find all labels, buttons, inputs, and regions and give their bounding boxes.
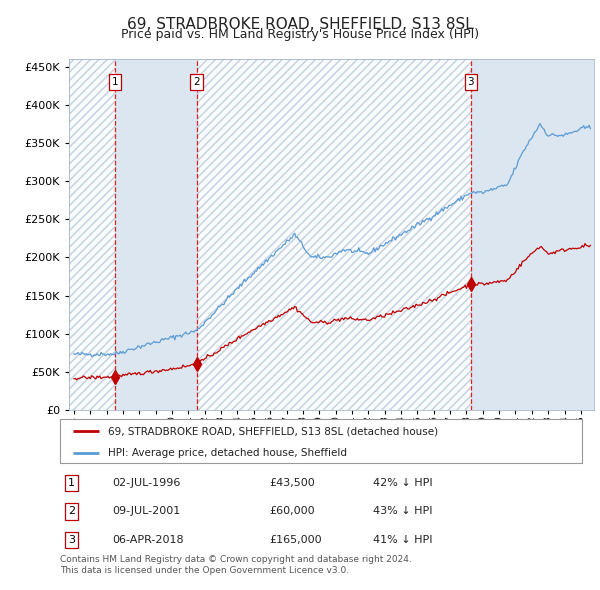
Text: HPI: Average price, detached house, Sheffield: HPI: Average price, detached house, Shef… <box>108 448 347 458</box>
Text: £165,000: £165,000 <box>269 535 322 545</box>
Text: Price paid vs. HM Land Registry's House Price Index (HPI): Price paid vs. HM Land Registry's House … <box>121 28 479 41</box>
Text: 2: 2 <box>193 77 200 87</box>
Text: 3: 3 <box>467 77 474 87</box>
Text: 1: 1 <box>68 478 75 488</box>
Text: Contains HM Land Registry data © Crown copyright and database right 2024.
This d: Contains HM Land Registry data © Crown c… <box>60 555 412 575</box>
Text: 1: 1 <box>112 77 118 87</box>
Text: 09-JUL-2001: 09-JUL-2001 <box>112 506 181 516</box>
Text: 02-JUL-1996: 02-JUL-1996 <box>112 478 181 488</box>
Text: 69, STRADBROKE ROAD, SHEFFIELD, S13 8SL: 69, STRADBROKE ROAD, SHEFFIELD, S13 8SL <box>127 17 473 31</box>
Text: £43,500: £43,500 <box>269 478 314 488</box>
Text: 3: 3 <box>68 535 75 545</box>
Text: 2: 2 <box>68 506 75 516</box>
Text: 69, STRADBROKE ROAD, SHEFFIELD, S13 8SL (detached house): 69, STRADBROKE ROAD, SHEFFIELD, S13 8SL … <box>108 427 438 436</box>
FancyBboxPatch shape <box>60 419 582 463</box>
Bar <box>69 59 115 410</box>
Bar <box>115 59 197 410</box>
Text: 06-APR-2018: 06-APR-2018 <box>112 535 184 545</box>
Text: 41% ↓ HPI: 41% ↓ HPI <box>373 535 433 545</box>
Text: 43% ↓ HPI: 43% ↓ HPI <box>373 506 433 516</box>
Bar <box>197 59 471 410</box>
Bar <box>471 59 594 410</box>
Text: £60,000: £60,000 <box>269 506 314 516</box>
Text: 42% ↓ HPI: 42% ↓ HPI <box>373 478 433 488</box>
